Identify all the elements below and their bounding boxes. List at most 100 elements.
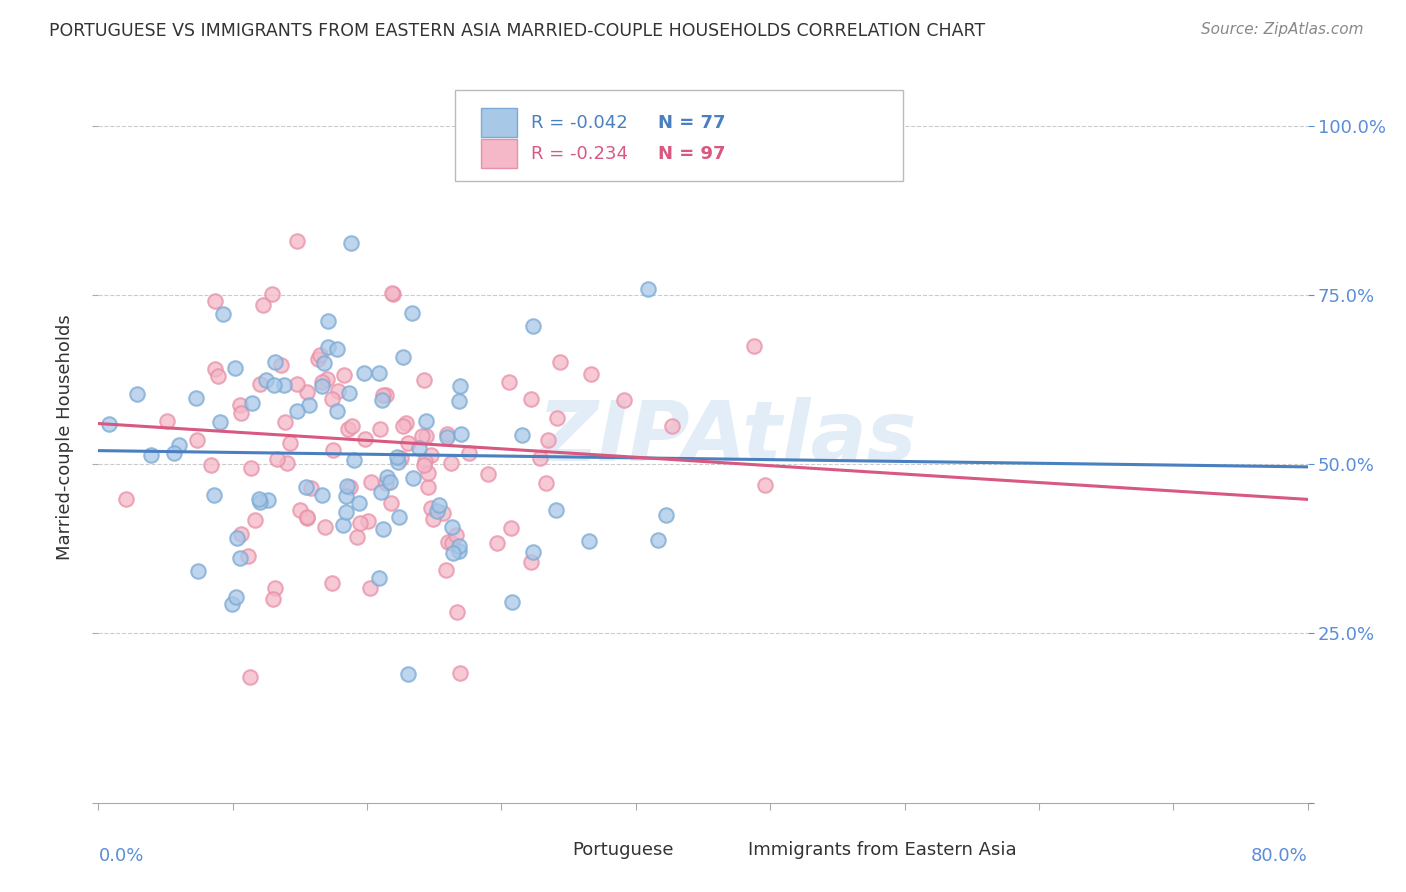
Point [368,571,391,585]
Point [340,418,363,433]
Point [387,450,409,465]
Point [387,509,409,524]
Point [441,546,464,560]
Point [326,404,349,418]
Point [262,591,284,606]
Point [318,340,340,354]
Point [637,282,659,296]
Point [298,398,321,412]
Point [419,501,441,516]
Point [415,414,437,428]
Point [427,498,450,512]
Bar [534,838,561,862]
Point [380,496,402,510]
Point [426,504,449,518]
Point [422,512,444,526]
Point [655,508,678,522]
Point [375,475,398,490]
Point [204,362,226,376]
Point [184,392,207,406]
Point [754,478,776,492]
Point [221,597,243,611]
Text: N = 77: N = 77 [658,114,725,132]
Point [332,517,354,532]
Point [231,527,253,541]
Point [207,369,229,384]
Point [446,606,468,620]
Point [381,285,404,300]
Point [477,467,499,481]
Point [613,392,636,407]
Point [449,665,471,680]
Point [285,377,308,392]
Point [374,388,396,402]
Point [321,392,343,406]
Point [444,528,467,542]
Point [520,555,543,569]
Point [186,433,208,447]
Point [408,442,430,456]
Point [395,417,418,431]
Point [457,446,479,460]
Point [274,415,297,429]
Bar [709,838,735,862]
Point [229,398,252,412]
Point [413,458,436,472]
Point [534,476,557,491]
Text: Source: ZipAtlas.com: Source: ZipAtlas.com [1201,22,1364,37]
Point [125,387,148,401]
Point [440,456,463,470]
Point [249,495,271,509]
Text: Immigrants from Eastern Asia: Immigrants from Eastern Asia [748,841,1017,859]
Text: N = 97: N = 97 [658,145,725,163]
Point [354,432,377,446]
Text: ZIPAtlas: ZIPAtlas [537,397,917,477]
Point [326,384,349,398]
Point [371,388,394,402]
Point [413,454,436,468]
Point [266,452,288,467]
Point [264,355,287,369]
Point [309,348,332,362]
Point [226,531,249,545]
Point [321,576,343,591]
Point [579,367,602,381]
Point [375,470,398,484]
Point [273,377,295,392]
Point [260,286,283,301]
Text: PORTUGUESE VS IMMIGRANTS FROM EASTERN ASIA MARRIED-COUPLE HOUSEHOLDS CORRELATION: PORTUGUESE VS IMMIGRANTS FROM EASTERN AS… [49,22,986,40]
Point [413,373,436,387]
Point [252,297,274,311]
Bar [481,139,517,169]
Point [156,414,179,428]
Point [343,453,366,467]
Point [318,314,340,328]
Point [418,480,440,494]
Point [432,506,454,520]
Point [420,449,443,463]
Point [441,520,464,534]
Point [254,373,277,387]
Point [742,339,765,353]
Point [522,545,544,559]
Point [396,435,419,450]
Point [402,471,425,485]
Point [336,422,359,436]
Point [307,351,329,366]
Point [520,392,543,406]
Point [295,510,318,524]
Point [314,520,336,534]
Point [498,375,520,389]
Point [311,379,333,393]
Point [263,377,285,392]
Text: R = -0.042: R = -0.042 [531,114,628,132]
Point [270,358,292,372]
Point [278,435,301,450]
Point [501,595,523,609]
Point [333,368,356,382]
Point [299,481,322,495]
Point [290,502,312,516]
Point [339,480,361,494]
Text: 80.0%: 80.0% [1251,847,1308,864]
Point [204,293,226,308]
